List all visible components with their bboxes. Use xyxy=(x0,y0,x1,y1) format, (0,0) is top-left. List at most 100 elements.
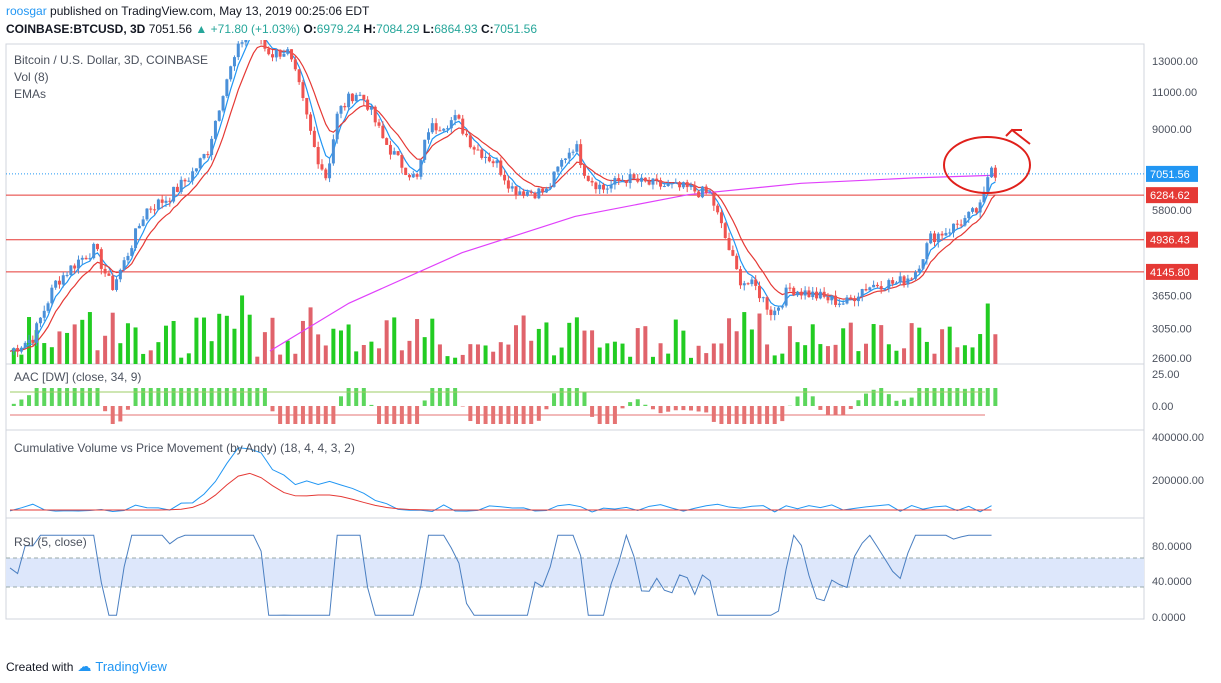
candle-body-110 xyxy=(426,132,430,140)
volume-bar-189 xyxy=(727,318,732,364)
candle-body-118 xyxy=(457,115,461,119)
candle-body-182 xyxy=(700,186,704,198)
volume-bar-175 xyxy=(673,319,678,364)
volume-bar-81 xyxy=(316,334,321,364)
cvpm-signal-line xyxy=(10,472,992,511)
ind-tick-2-1: 40.0000 xyxy=(1152,576,1192,588)
last-price: 7051.56 xyxy=(148,22,193,36)
candle-body-212 xyxy=(815,291,819,299)
candle-body-45 xyxy=(179,179,183,192)
candle-body-200 xyxy=(769,309,773,316)
volume-bar-163 xyxy=(628,356,633,364)
candle-body-188 xyxy=(723,223,727,239)
author-name[interactable]: roosgar xyxy=(6,4,47,18)
candle-body-224 xyxy=(860,289,864,297)
candle-body-159 xyxy=(613,178,617,185)
volume-bar-133 xyxy=(513,325,518,364)
candle-body-26 xyxy=(107,273,111,276)
up-arrow-icon: ▲ xyxy=(195,22,208,36)
candle-body-127 xyxy=(491,161,495,164)
volume-bar-129 xyxy=(498,342,503,364)
candle-body-78 xyxy=(305,97,309,115)
aac-bar-229 xyxy=(879,388,884,406)
candle-body-257 xyxy=(986,177,990,192)
candle-body-6 xyxy=(31,339,35,343)
candle-body-214 xyxy=(822,291,826,297)
volume-bar-117 xyxy=(453,357,458,364)
aac-bar-55 xyxy=(217,388,222,406)
candle-body-172 xyxy=(662,186,666,188)
footer-brand[interactable]: TradingView xyxy=(95,659,167,674)
annotation-circle xyxy=(943,136,1031,194)
candle-body-245 xyxy=(940,233,944,236)
candle-body-14 xyxy=(61,275,65,285)
aac-bar-221 xyxy=(848,406,853,410)
candle-body-179 xyxy=(689,185,693,188)
aac-bar-233 xyxy=(894,400,899,406)
candle-body-44 xyxy=(175,186,179,192)
candle-body-141 xyxy=(544,188,548,193)
candle-body-27 xyxy=(111,275,115,290)
candle-body-199 xyxy=(765,297,769,310)
candle-body-155 xyxy=(598,184,602,190)
candle-body-13 xyxy=(57,280,61,285)
volume-bar-109 xyxy=(422,337,427,364)
volume-bar-205 xyxy=(787,326,792,364)
aac-bar-87 xyxy=(338,396,343,406)
candle-body-3 xyxy=(19,347,23,352)
aac-bar-245 xyxy=(940,388,945,406)
candle-body-87 xyxy=(339,105,343,114)
candle-body-239 xyxy=(917,268,921,273)
volume-bar-85 xyxy=(331,328,336,364)
volume-bar-185 xyxy=(711,343,716,364)
candle-body-193 xyxy=(742,283,746,286)
aac-bar-259 xyxy=(993,388,998,406)
volume-bar-157 xyxy=(605,343,610,364)
candle-body-95 xyxy=(369,106,373,110)
volume-bar-99 xyxy=(384,320,389,364)
candle-body-139 xyxy=(537,188,541,199)
candle-body-242 xyxy=(929,233,933,244)
candle-body-211 xyxy=(811,291,815,298)
candle-body-123 xyxy=(476,149,480,151)
volume-bar-17 xyxy=(72,324,77,364)
candle-body-130 xyxy=(503,174,507,181)
volume-bar-29 xyxy=(118,343,123,364)
candle-body-240 xyxy=(921,259,925,269)
ema-long-line xyxy=(269,174,996,352)
candle-body-20 xyxy=(84,257,88,260)
volume-bar-231 xyxy=(886,344,891,364)
aac-bar-7 xyxy=(34,388,39,406)
volume-bar-227 xyxy=(871,324,876,364)
candle-body-146 xyxy=(563,158,567,160)
volume-bar-91 xyxy=(354,351,359,364)
volume-bar-61 xyxy=(240,295,245,364)
aac-bar-167 xyxy=(643,404,648,406)
candle-body-52 xyxy=(206,154,210,156)
volume-bar-201 xyxy=(772,355,777,364)
candle-body-18 xyxy=(76,259,80,269)
candle-body-223 xyxy=(856,296,860,302)
candle-body-22 xyxy=(92,243,96,259)
candle-body-225 xyxy=(864,289,868,291)
aac-bar-219 xyxy=(841,406,846,415)
volume-bar-119 xyxy=(460,354,465,364)
volume-bar-149 xyxy=(574,317,579,364)
aac-label: AAC [DW] (close, 34, 9) xyxy=(14,370,141,384)
candle-body-101 xyxy=(392,151,396,155)
volume-bar-95 xyxy=(369,341,374,364)
chart-area[interactable]: 6284.62 4936.43 4145.80 7051.56 13000.00 110… xyxy=(0,40,1221,625)
volume-bar-183 xyxy=(704,353,709,364)
aac-bar-227 xyxy=(871,389,876,406)
tradingview-logo-icon[interactable]: ☁ xyxy=(77,658,92,674)
candle-body-4 xyxy=(23,342,27,348)
aac-bar-89 xyxy=(346,388,351,406)
volume-bars xyxy=(11,295,998,364)
main-pane-frame xyxy=(5,43,1145,365)
price-tick-3: 5800.00 xyxy=(1152,205,1192,217)
price-tick-6: 2600.00 xyxy=(1152,353,1192,365)
candle-body-230 xyxy=(883,288,887,290)
aac-bar-11 xyxy=(49,388,54,406)
aac-bar-183 xyxy=(704,406,709,413)
candle-body-220 xyxy=(845,297,849,304)
